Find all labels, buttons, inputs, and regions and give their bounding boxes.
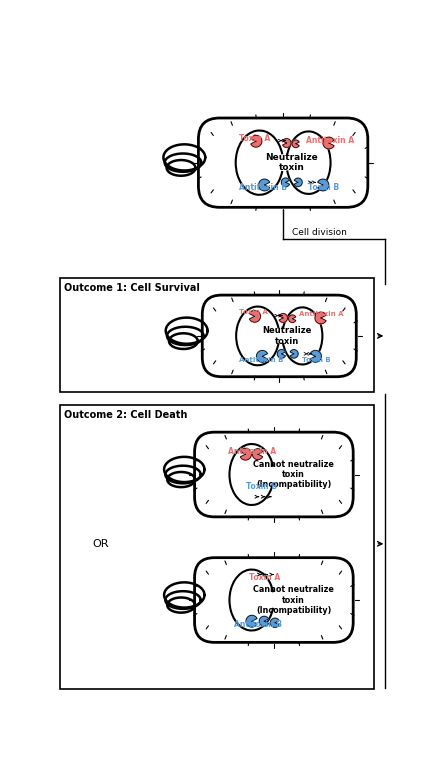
Bar (60, 279, 373, 392)
Polygon shape (291, 140, 298, 148)
Polygon shape (293, 178, 301, 187)
Text: Neutralize
toxin: Neutralize toxin (265, 153, 317, 173)
Bar (60, 405, 373, 689)
Text: Cannot neutralize
toxin
(Incompatibility): Cannot neutralize toxin (Incompatibility… (253, 585, 333, 615)
Text: Cannot neutralize
toxin
(Incompatibility): Cannot neutralize toxin (Incompatibility… (253, 460, 333, 489)
Polygon shape (245, 615, 257, 627)
Text: Antitoxin A: Antitoxin A (305, 136, 353, 145)
Polygon shape (279, 314, 287, 322)
Polygon shape (290, 349, 297, 358)
Polygon shape (240, 448, 251, 460)
Polygon shape (317, 179, 328, 191)
Text: Toxin B: Toxin B (307, 183, 339, 192)
Text: Antitoxin A: Antitoxin A (299, 311, 343, 317)
Text: Antitoxin B: Antitoxin B (233, 620, 281, 629)
Polygon shape (277, 349, 285, 358)
Polygon shape (252, 449, 262, 460)
Polygon shape (314, 312, 325, 324)
Text: Toxin B: Toxin B (246, 482, 277, 491)
Text: Antitoxin B: Antitoxin B (238, 183, 286, 192)
Polygon shape (270, 618, 279, 627)
Text: Cell division: Cell division (292, 229, 346, 237)
Text: Outcome 2: Cell Death: Outcome 2: Cell Death (64, 410, 187, 420)
Polygon shape (250, 135, 261, 147)
Text: Neutralize
toxin: Neutralize toxin (261, 326, 311, 345)
Polygon shape (310, 350, 321, 363)
Text: Toxin A: Toxin A (248, 573, 279, 582)
Polygon shape (258, 179, 269, 191)
Text: Outcome 1: Cell Survival: Outcome 1: Cell Survival (64, 282, 200, 293)
Polygon shape (259, 616, 268, 626)
Text: Toxin A: Toxin A (238, 310, 267, 315)
Polygon shape (322, 137, 333, 149)
Text: Toxin A: Toxin A (238, 135, 269, 143)
Text: Antitoxin A: Antitoxin A (227, 447, 275, 456)
Polygon shape (288, 315, 295, 323)
Polygon shape (249, 310, 260, 322)
Polygon shape (281, 178, 289, 187)
Polygon shape (282, 138, 290, 147)
Text: Toxin B: Toxin B (301, 357, 330, 363)
Text: Antitoxin B: Antitoxin B (238, 357, 283, 363)
Polygon shape (256, 350, 267, 363)
Text: OR: OR (92, 539, 109, 548)
